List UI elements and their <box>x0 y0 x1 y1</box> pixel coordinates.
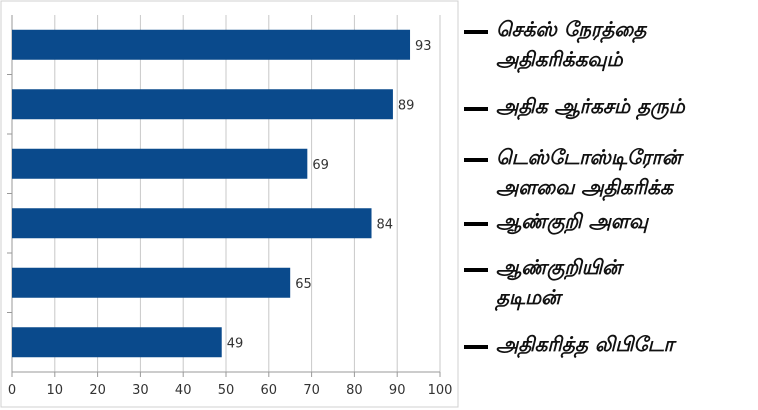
x-tick-label: 10 <box>47 383 64 398</box>
bar-value-label: 84 <box>377 217 394 232</box>
legend-dash-icon <box>464 158 488 162</box>
legend-label: அதிக ஆர்கசம் தரும் <box>496 94 685 118</box>
bar-value-label: 65 <box>295 277 312 292</box>
bar-chart: 0 10 20 30 40 50 60 70 80 90 100 93 89 69 84 65 49 <box>0 0 459 408</box>
legend-label: ஆண்குறியின் தடிமன் <box>496 255 622 309</box>
legend-item-1: செக்ஸ் நேரத்தை அதிகரிக்கவும் <box>464 14 646 74</box>
bar-value-label: 69 <box>312 158 329 173</box>
bar <box>12 267 291 298</box>
legend-item-5: ஆண்குறியின் தடிமன் <box>464 252 622 312</box>
chart-svg: 0 10 20 30 40 50 60 70 80 90 100 93 89 69 84 65 49 <box>0 0 459 408</box>
bar <box>12 148 308 179</box>
x-tick-label: 90 <box>389 383 406 398</box>
legend-dash-icon <box>464 222 488 226</box>
x-tick-label: 100 <box>428 383 453 398</box>
legend-label: செக்ஸ் நேரத்தை அதிகரிக்கவும் <box>496 17 647 71</box>
legend-label: அதிகரித்த லிபிடோ <box>496 332 674 356</box>
legend-dash-icon <box>464 107 488 111</box>
x-tick-label: 80 <box>346 383 363 398</box>
bar-value-label: 93 <box>415 39 432 54</box>
x-tick-label: 60 <box>261 383 278 398</box>
bar-value-label: 89 <box>398 98 415 113</box>
chart-frame-border <box>0 0 459 408</box>
x-tick-label: 40 <box>175 383 192 398</box>
bar <box>12 208 372 239</box>
legend-item-3: டெஸ்டோஸ்டிரோன் அளவை அதிகரிக்க <box>464 142 681 202</box>
legend-label: ஆண்குறி அளவு <box>496 209 648 233</box>
legend-item-4: ஆண்குறி அளவு <box>464 206 648 236</box>
bar <box>12 29 411 60</box>
legend-label: டெஸ்டோஸ்டிரோன் அளவை அதிகரிக்க <box>496 145 682 199</box>
x-tick-label: 30 <box>132 383 149 398</box>
x-tick-label: 50 <box>218 383 235 398</box>
x-tick-label: 20 <box>89 383 106 398</box>
legend: செக்ஸ் நேரத்தை அதிகரிக்கவும் அதிக ஆர்கசம… <box>464 0 758 410</box>
bar <box>12 89 393 120</box>
legend-dash-icon <box>464 30 488 34</box>
legend-dash-icon <box>464 268 488 272</box>
legend-item-2: அதிக ஆர்கசம் தரும் <box>464 91 685 121</box>
x-tick-label: 0 <box>8 383 16 398</box>
legend-item-6: அதிகரித்த லிபிடோ <box>464 329 674 359</box>
legend-dash-icon <box>464 345 488 349</box>
x-tick-label: 70 <box>303 383 320 398</box>
bar <box>12 327 222 358</box>
bar-value-label: 49 <box>227 336 244 351</box>
